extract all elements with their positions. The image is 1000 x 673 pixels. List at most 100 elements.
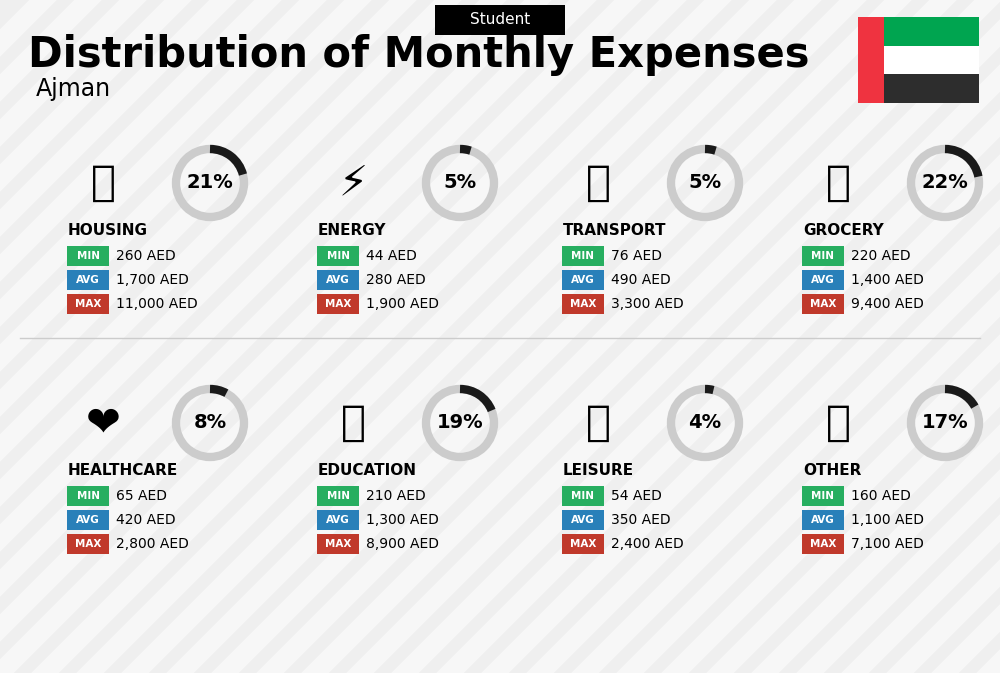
Text: LEISURE: LEISURE xyxy=(563,463,634,478)
Text: AVG: AVG xyxy=(571,275,595,285)
Text: 8%: 8% xyxy=(193,413,227,433)
Text: 420 AED: 420 AED xyxy=(116,513,176,527)
FancyBboxPatch shape xyxy=(802,534,844,554)
Text: MAX: MAX xyxy=(325,299,351,309)
Text: EDUCATION: EDUCATION xyxy=(318,463,417,478)
Text: HEALTHCARE: HEALTHCARE xyxy=(68,463,178,478)
Text: 21%: 21% xyxy=(187,174,233,192)
Text: 65 AED: 65 AED xyxy=(116,489,167,503)
FancyBboxPatch shape xyxy=(67,510,109,530)
Text: AVG: AVG xyxy=(811,515,835,525)
Text: 🏢: 🏢 xyxy=(90,162,116,204)
Text: 2,800 AED: 2,800 AED xyxy=(116,537,189,551)
FancyBboxPatch shape xyxy=(562,534,604,554)
FancyBboxPatch shape xyxy=(884,17,979,46)
FancyBboxPatch shape xyxy=(884,46,979,74)
FancyBboxPatch shape xyxy=(858,17,884,103)
Text: 🚌: 🚌 xyxy=(586,162,610,204)
FancyBboxPatch shape xyxy=(67,246,109,266)
Text: 1,400 AED: 1,400 AED xyxy=(851,273,924,287)
Text: 260 AED: 260 AED xyxy=(116,249,176,263)
Text: MIN: MIN xyxy=(326,251,350,261)
Text: MIN: MIN xyxy=(812,491,834,501)
Text: 2,400 AED: 2,400 AED xyxy=(611,537,684,551)
Text: OTHER: OTHER xyxy=(803,463,861,478)
Text: MAX: MAX xyxy=(810,299,836,309)
Text: MIN: MIN xyxy=(76,251,100,261)
Text: TRANSPORT: TRANSPORT xyxy=(563,223,666,238)
Text: 19%: 19% xyxy=(437,413,483,433)
Text: AVG: AVG xyxy=(811,275,835,285)
FancyBboxPatch shape xyxy=(435,5,565,35)
Text: 350 AED: 350 AED xyxy=(611,513,671,527)
FancyBboxPatch shape xyxy=(67,534,109,554)
Text: MAX: MAX xyxy=(325,539,351,549)
FancyBboxPatch shape xyxy=(562,246,604,266)
FancyBboxPatch shape xyxy=(317,534,359,554)
Text: 54 AED: 54 AED xyxy=(611,489,662,503)
Text: 220 AED: 220 AED xyxy=(851,249,911,263)
Text: 490 AED: 490 AED xyxy=(611,273,671,287)
Text: 76 AED: 76 AED xyxy=(611,249,662,263)
Text: AVG: AVG xyxy=(76,275,100,285)
Text: 5%: 5% xyxy=(443,174,477,192)
FancyBboxPatch shape xyxy=(317,486,359,506)
FancyBboxPatch shape xyxy=(317,510,359,530)
Text: MAX: MAX xyxy=(570,539,596,549)
Text: AVG: AVG xyxy=(326,515,350,525)
Text: MAX: MAX xyxy=(570,299,596,309)
Text: 9,400 AED: 9,400 AED xyxy=(851,297,924,311)
Text: 1,300 AED: 1,300 AED xyxy=(366,513,439,527)
Text: 🎓: 🎓 xyxy=(340,402,366,444)
FancyBboxPatch shape xyxy=(317,246,359,266)
Text: AVG: AVG xyxy=(326,275,350,285)
FancyBboxPatch shape xyxy=(562,294,604,314)
FancyBboxPatch shape xyxy=(884,74,979,103)
Text: 7,100 AED: 7,100 AED xyxy=(851,537,924,551)
Text: 22%: 22% xyxy=(922,174,968,192)
Text: ⚡: ⚡ xyxy=(338,162,368,204)
Text: 💰: 💰 xyxy=(826,402,850,444)
Text: 🛒: 🛒 xyxy=(826,162,850,204)
Text: Ajman: Ajman xyxy=(36,77,111,101)
FancyBboxPatch shape xyxy=(802,294,844,314)
FancyBboxPatch shape xyxy=(317,270,359,290)
Text: 44 AED: 44 AED xyxy=(366,249,417,263)
Text: MIN: MIN xyxy=(812,251,834,261)
FancyBboxPatch shape xyxy=(802,270,844,290)
FancyBboxPatch shape xyxy=(802,486,844,506)
Text: 4%: 4% xyxy=(688,413,722,433)
Text: MIN: MIN xyxy=(326,491,350,501)
Text: 280 AED: 280 AED xyxy=(366,273,426,287)
Text: AVG: AVG xyxy=(571,515,595,525)
Text: 17%: 17% xyxy=(922,413,968,433)
Text: MIN: MIN xyxy=(572,491,594,501)
FancyBboxPatch shape xyxy=(67,486,109,506)
FancyBboxPatch shape xyxy=(562,486,604,506)
Text: Student: Student xyxy=(470,13,530,28)
FancyBboxPatch shape xyxy=(802,510,844,530)
Text: Distribution of Monthly Expenses: Distribution of Monthly Expenses xyxy=(28,34,810,76)
FancyBboxPatch shape xyxy=(562,270,604,290)
Text: MIN: MIN xyxy=(76,491,100,501)
Text: 11,000 AED: 11,000 AED xyxy=(116,297,198,311)
Text: 160 AED: 160 AED xyxy=(851,489,911,503)
Text: 1,700 AED: 1,700 AED xyxy=(116,273,189,287)
Text: MAX: MAX xyxy=(810,539,836,549)
Text: GROCERY: GROCERY xyxy=(803,223,884,238)
FancyBboxPatch shape xyxy=(317,294,359,314)
Text: 8,900 AED: 8,900 AED xyxy=(366,537,439,551)
FancyBboxPatch shape xyxy=(802,246,844,266)
Text: ENERGY: ENERGY xyxy=(318,223,386,238)
FancyBboxPatch shape xyxy=(562,510,604,530)
Text: 1,900 AED: 1,900 AED xyxy=(366,297,439,311)
FancyBboxPatch shape xyxy=(67,270,109,290)
Text: AVG: AVG xyxy=(76,515,100,525)
FancyBboxPatch shape xyxy=(67,294,109,314)
Text: 🛍: 🛍 xyxy=(586,402,610,444)
Text: 210 AED: 210 AED xyxy=(366,489,426,503)
Text: ❤: ❤ xyxy=(86,402,120,444)
Text: MIN: MIN xyxy=(572,251,594,261)
Text: 3,300 AED: 3,300 AED xyxy=(611,297,684,311)
Text: 1,100 AED: 1,100 AED xyxy=(851,513,924,527)
